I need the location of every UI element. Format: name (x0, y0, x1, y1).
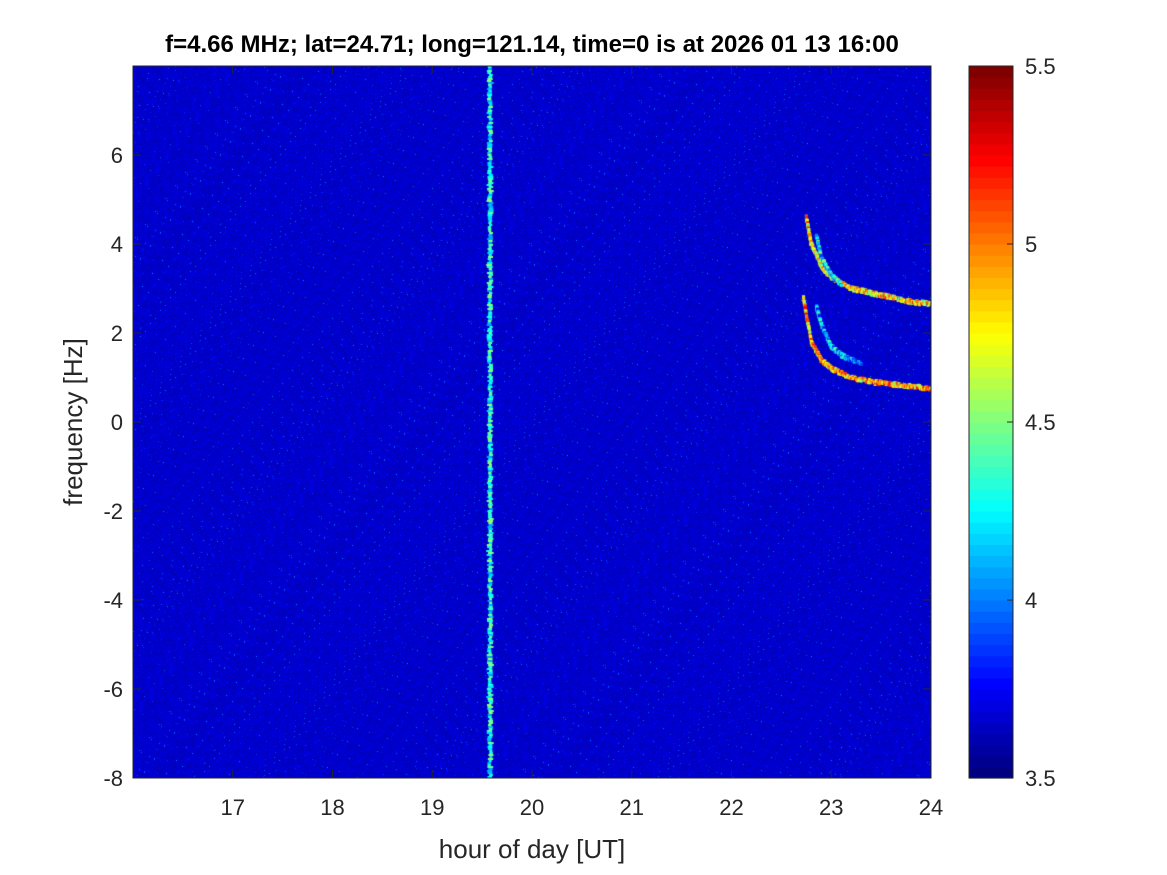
colorbar-segment (969, 566, 1013, 579)
colorbar-segment (969, 132, 1013, 145)
colorbar-segment (969, 522, 1013, 534)
colorbar-segment (969, 588, 1013, 601)
colorbar-segment (969, 232, 1013, 245)
colorbar-segment (969, 600, 1013, 612)
y-tick-label: -2 (103, 499, 123, 524)
colorbar-segment (969, 733, 1013, 746)
colorbar-segment (969, 355, 1013, 367)
colorbar-segment (969, 477, 1013, 490)
colorbar-segment (969, 711, 1013, 723)
colorbar-segment (969, 88, 1013, 100)
colorbar-segment (969, 455, 1013, 468)
colorbar-segment (969, 422, 1013, 434)
colorbar-segment (969, 399, 1013, 412)
colorbar-segment (969, 666, 1013, 679)
colorbar-segment (969, 611, 1013, 623)
y-tick-label: -6 (103, 677, 123, 702)
colorbar-segment (969, 755, 1013, 768)
colorbar-segment (969, 266, 1013, 278)
y-axis-label: frequency [Hz] (58, 338, 88, 506)
x-tick-label: 20 (520, 795, 544, 820)
colorbar-segment (969, 333, 1013, 345)
colorbar-segment (969, 288, 1013, 301)
colorbar-segment (969, 77, 1013, 89)
spectrogram-image (133, 66, 931, 778)
colorbar-segment (969, 499, 1013, 512)
x-tick-label: 17 (221, 795, 245, 820)
colorbar-segment (969, 143, 1013, 156)
colorbar-segment (969, 99, 1013, 112)
colorbar-segment (969, 188, 1013, 201)
colorbar-segment (969, 321, 1013, 334)
colorbar-segment (969, 633, 1013, 646)
colorbar-segment (969, 221, 1013, 234)
colorbar-tick-label: 3.5 (1025, 766, 1056, 791)
colorbar-segment (969, 555, 1013, 568)
colorbar-segment (969, 155, 1013, 167)
y-axis-ticks: -8 -6 -4 -2 0 2 4 6 (103, 143, 931, 791)
x-tick-label: 18 (320, 795, 344, 820)
colorbar-segment (969, 533, 1013, 545)
y-tick-label: 2 (111, 321, 123, 346)
colorbar-segment (969, 433, 1013, 445)
colorbar-segment (969, 377, 1013, 390)
colorbar-segment (969, 277, 1013, 290)
chart-title: f=4.66 MHz; lat=24.71; long=121.14, time… (165, 31, 899, 58)
colorbar-segment (969, 466, 1013, 479)
colorbar-segment (969, 177, 1013, 189)
colorbar-segment (969, 689, 1013, 701)
colorbar-tick-label: 4 (1025, 588, 1037, 613)
x-tick-label: 24 (919, 795, 943, 820)
colorbar-segment (969, 766, 1013, 779)
colorbar-segment (969, 577, 1013, 590)
colorbar-tick-label: 5.5 (1025, 54, 1056, 79)
y-tick-label: 4 (111, 232, 123, 257)
colorbar-segment (969, 255, 1013, 267)
colorbar-segment (969, 166, 1013, 178)
colorbar (968, 65, 1014, 779)
colorbar-segment (969, 544, 1013, 557)
colorbar-segment (969, 744, 1013, 757)
colorbar-segment (969, 700, 1013, 712)
y-tick-label: -4 (103, 588, 123, 613)
colorbar-segment (969, 388, 1013, 401)
x-tick-label: 19 (420, 795, 444, 820)
y-tick-label: 0 (111, 410, 123, 435)
colorbar-segment (969, 511, 1013, 523)
x-tick-label: 22 (719, 795, 743, 820)
colorbar-segment (969, 488, 1013, 501)
colorbar-segment (969, 244, 1013, 256)
colorbar-segment (969, 299, 1013, 312)
colorbar-segment (969, 366, 1013, 379)
colorbar-tick-label: 5 (1025, 232, 1037, 257)
x-tick-label: 21 (620, 795, 644, 820)
colorbar-segment (969, 199, 1013, 212)
colorbar-segment (969, 344, 1013, 356)
colorbar-segment (969, 722, 1013, 735)
y-tick-label: 6 (111, 143, 123, 168)
colorbar-segment (969, 644, 1013, 657)
colorbar-segment (969, 66, 1013, 78)
plot-area (133, 66, 931, 778)
colorbar-segment (969, 410, 1013, 423)
x-tick-label: 23 (819, 795, 843, 820)
colorbar-segment (969, 210, 1013, 223)
colorbar-tick-label: 4.5 (1025, 410, 1056, 435)
colorbar-segment (969, 655, 1013, 668)
colorbar-segment (969, 110, 1013, 123)
colorbar-segment (969, 310, 1013, 323)
colorbar-segment (969, 121, 1013, 134)
colorbar-segment (969, 677, 1013, 690)
colorbar-ticks: 3.5 4 4.5 5 5.5 (1007, 54, 1056, 791)
colorbar-segment (969, 622, 1013, 634)
colorbar-segment (969, 444, 1013, 456)
y-tick-label: -8 (103, 766, 123, 791)
x-axis-label: hour of day [UT] (439, 834, 625, 864)
x-axis-ticks: 17 18 19 20 21 22 23 24 (221, 66, 943, 820)
